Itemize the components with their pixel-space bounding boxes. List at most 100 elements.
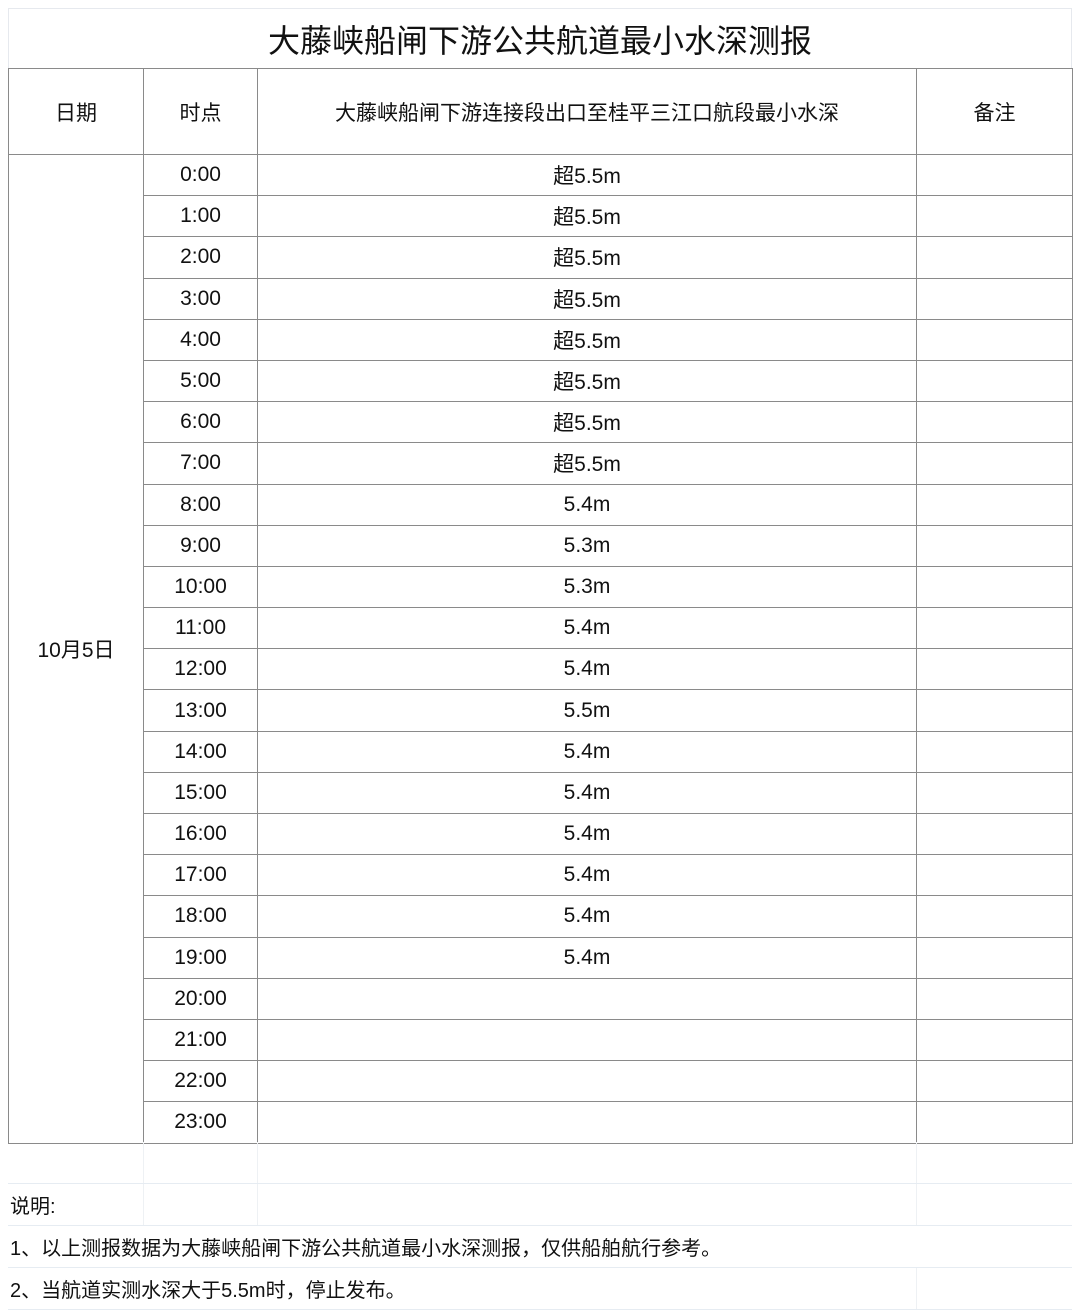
depth-cell: 超5.5m: [257, 318, 917, 361]
time-cell: 14:00: [143, 730, 258, 773]
remark-cell: [916, 689, 1073, 732]
depth-cell: 5.4m: [257, 483, 917, 526]
date-cell: 10月5日: [8, 154, 144, 1144]
time-cell: 2:00: [143, 236, 258, 279]
remark-cell: [916, 895, 1073, 938]
note-text: 2、当航道实测水深大于5.5m时，停止发布。: [10, 1280, 406, 1302]
depth-cell: 5.4m: [257, 936, 917, 979]
remark-cell: [916, 977, 1073, 1020]
remark-cell: [916, 812, 1073, 856]
time-cell: 3:00: [143, 277, 258, 320]
time-cell: 19:00: [143, 936, 258, 979]
depth-cell: [257, 977, 917, 1020]
time-cell: 8:00: [143, 483, 258, 526]
depth-cell: 超5.5m: [257, 442, 917, 485]
depth-cell: 5.5m: [257, 689, 917, 732]
depth-cell: 超5.5m: [257, 236, 917, 279]
depth-cell: 5.4m: [257, 730, 917, 773]
time-cell: 17:00: [143, 854, 258, 897]
depth-cell: 5.4m: [257, 854, 917, 897]
depth-cell: 5.3m: [257, 524, 917, 567]
depth-cell: 超5.5m: [257, 359, 917, 403]
depth-cell: 超5.5m: [257, 277, 917, 320]
time-cell: 15:00: [143, 771, 258, 815]
depth-cell: 5.4m: [257, 895, 917, 938]
depth-cell: 5.4m: [257, 648, 917, 691]
remark-cell: [916, 771, 1073, 815]
table-row: 10月5日 0:00 超5.5m: [8, 153, 1073, 1144]
time-cell: 4:00: [143, 318, 258, 361]
page-title: 大藤峡船闸下游公共航道最小水深测报: [8, 8, 1072, 68]
table-row: 22:00: [9, 1060, 1073, 1103]
remark-cell: [916, 442, 1073, 485]
notes: 说明: 1、以上测报数据为大藤峡船闸下游公共航道最小水深测报，仅供船舶航行参考。…: [8, 1142, 1072, 1310]
time-cell: 11:00: [143, 607, 258, 650]
remark-cell: [916, 195, 1073, 238]
note-item: 2、当航道实测水深大于5.5m时，停止发布。: [8, 1268, 1072, 1310]
remark-cell: [916, 936, 1073, 979]
remark-cell: [916, 1018, 1073, 1062]
remark-cell: [916, 318, 1073, 361]
depth-cell: 5.4m: [257, 607, 917, 650]
note-item: 1、以上测报数据为大藤峡船闸下游公共航道最小水深测报，仅供船舶航行参考。: [8, 1226, 1072, 1268]
time-cell: 22:00: [143, 1060, 258, 1103]
remark-cell: [916, 1060, 1073, 1103]
depth-cell: [257, 1018, 917, 1062]
time-cell: 6:00: [143, 401, 258, 444]
depth-cell: 超5.5m: [257, 153, 917, 197]
table-row: 23:00: [9, 1101, 1073, 1144]
remark-cell: [916, 648, 1073, 691]
table-row: 2:00 超5.5m: [9, 236, 1073, 279]
table-row: 7:00 超5.5m: [9, 442, 1073, 485]
table-row: 15:00 5.4m: [9, 771, 1073, 815]
time-cell: 20:00: [143, 977, 258, 1020]
table-row: 16:00 5.4m: [9, 812, 1073, 856]
notes-heading: 说明:: [10, 1196, 56, 1218]
table-row: 18:00 5.4m: [9, 895, 1073, 938]
table-row: 5:00 超5.5m: [9, 359, 1073, 403]
remark-cell: [916, 483, 1073, 526]
table-row: 14:00 5.4m: [9, 730, 1073, 773]
table-row: 3:00 超5.5m: [9, 277, 1073, 320]
remark-cell: [916, 565, 1073, 609]
table-row: 4:00 超5.5m: [9, 318, 1073, 361]
header-date: 日期: [8, 68, 144, 155]
time-cell: 5:00: [143, 359, 258, 403]
table-row: 9:00 5.3m: [9, 524, 1073, 567]
time-cell: 1:00: [143, 195, 258, 238]
note-text: 1、以上测报数据为大藤峡船闸下游公共航道最小水深测报，仅供船舶航行参考。: [10, 1238, 722, 1260]
depth-cell: 5.4m: [257, 771, 917, 815]
notes-heading-row: 说明:: [8, 1184, 1072, 1226]
table-row: 20:00: [9, 977, 1073, 1020]
time-cell: 13:00: [143, 689, 258, 732]
table-row: 11:00 5.4m: [9, 607, 1073, 650]
remark-cell: [916, 607, 1073, 650]
depth-cell: [257, 1060, 917, 1103]
time-cell: 18:00: [143, 895, 258, 938]
remark-cell: [916, 1101, 1073, 1144]
time-cell: 12:00: [143, 648, 258, 691]
depth-cell: 5.3m: [257, 565, 917, 609]
remark-cell: [916, 854, 1073, 897]
table-row: 10:00 5.3m: [9, 565, 1073, 609]
table-row: 17:00 5.4m: [9, 854, 1073, 897]
table-header: 日期 时点 大藤峡船闸下游连接段出口至桂平三江口航段最小水深 备注: [8, 68, 1073, 155]
header-time: 时点: [143, 68, 258, 155]
depth-table: 日期 时点 大藤峡船闸下游连接段出口至桂平三江口航段最小水深 备注 10月5日 0…: [8, 68, 1073, 1144]
time-cell: 9:00: [143, 524, 258, 567]
remark-cell: [916, 236, 1073, 279]
remark-cell: [916, 153, 1073, 197]
table-row: 6:00 超5.5m: [9, 401, 1073, 444]
remark-cell: [916, 524, 1073, 567]
time-cell: 0:00: [143, 153, 258, 197]
table-row: 19:00 5.4m: [9, 936, 1073, 979]
table-row: 8:00 5.4m: [9, 483, 1073, 526]
remark-cell: [916, 401, 1073, 444]
depth-cell: [257, 1101, 917, 1144]
header-depth: 大藤峡船闸下游连接段出口至桂平三江口航段最小水深: [257, 68, 917, 155]
time-cell: 21:00: [143, 1018, 258, 1062]
time-cell: 23:00: [143, 1101, 258, 1144]
table-row: 13:00 5.5m: [9, 689, 1073, 732]
table-row: 1:00 超5.5m: [9, 195, 1073, 238]
table-row: 21:00: [9, 1018, 1073, 1062]
